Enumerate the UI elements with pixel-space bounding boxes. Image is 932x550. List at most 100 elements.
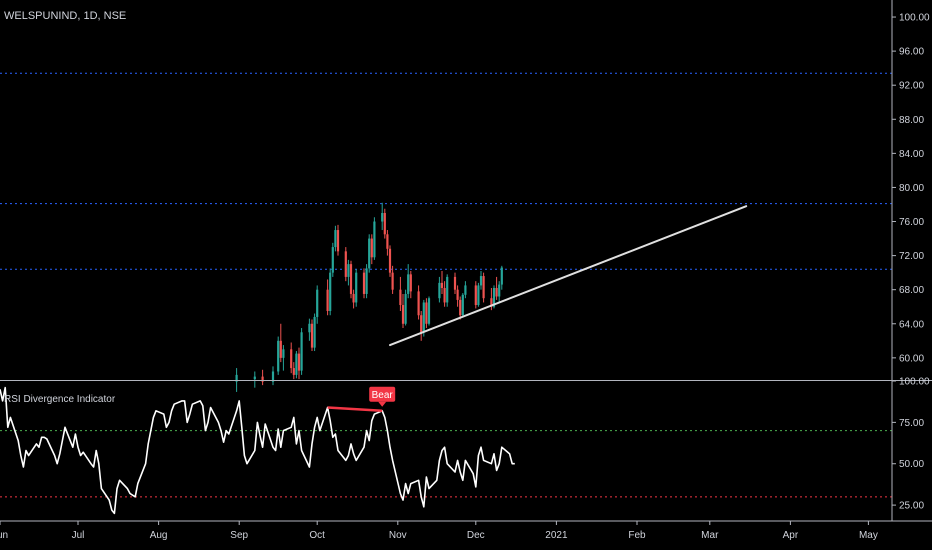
chart-title: WELSPUNIND, 1D, NSE — [4, 10, 127, 22]
candle-body-40 — [409, 274, 412, 292]
candle-body-41 — [417, 291, 420, 316]
candle-body-52 — [459, 299, 462, 316]
price-tick-label-9: 64.00 — [899, 319, 924, 330]
time-tick-label-5: Nov — [389, 530, 407, 541]
time-tick-label-11: May — [859, 530, 878, 541]
candle-body-15 — [316, 289, 319, 317]
candle-body-0 — [235, 374, 238, 382]
time-tick-label-3: Sep — [230, 530, 248, 541]
candle-body-33 — [386, 234, 389, 249]
candle-body-11 — [300, 332, 303, 371]
candle-body-22 — [347, 264, 350, 277]
candle-body-47 — [440, 282, 444, 288]
rsi-series-line — [0, 386, 515, 515]
candle-body-46 — [438, 282, 441, 299]
candle-body-3 — [271, 371, 275, 382]
candle-body-24 — [352, 293, 355, 303]
divergence-label: Bear — [372, 390, 394, 401]
divergence-label-bg — [369, 386, 396, 402]
candle-body-26 — [362, 272, 366, 294]
candle-body-29 — [370, 238, 373, 258]
price-tick-label-8: 68.00 — [899, 285, 924, 296]
rsi-tick-label-1: 75.00 — [899, 418, 924, 429]
candle-body-51 — [456, 289, 459, 300]
candle-body-17 — [329, 272, 332, 311]
candle-body-49 — [446, 276, 449, 303]
candle-body-20 — [336, 230, 340, 252]
time-tick-label-9: Mar — [701, 530, 719, 541]
price-tick-label-0: 100.00 — [899, 13, 930, 24]
candle-body-30 — [373, 221, 376, 258]
candles — [235, 202, 503, 392]
candle-body-34 — [388, 248, 392, 273]
time-tick-label-1: Jul — [72, 530, 85, 541]
trendline — [389, 205, 748, 347]
price-tick-label-10: 60.00 — [899, 353, 924, 364]
time-tick-label-2: Aug — [150, 530, 168, 541]
candle-body-54 — [464, 285, 467, 295]
candle-body-56 — [477, 285, 480, 306]
candle-body-43 — [422, 302, 425, 333]
candle-body-38 — [404, 293, 407, 324]
candle-body-16 — [326, 289, 329, 311]
candle-body-53 — [461, 294, 464, 316]
trendline-layer — [389, 205, 748, 347]
candle-body-23 — [349, 264, 353, 294]
candle-body-58 — [482, 276, 485, 299]
rsi-tick-label-0: 100.00 — [899, 377, 930, 388]
price-levels — [0, 72, 892, 270]
candle-body-55 — [474, 285, 477, 306]
candle-body-57 — [479, 276, 483, 286]
candle-body-25 — [355, 272, 358, 303]
time-tick-label-0: Jun — [0, 530, 8, 541]
price-tick-label-6: 76.00 — [899, 217, 924, 228]
candle-body-19 — [334, 230, 337, 248]
candle-body-10 — [297, 353, 301, 371]
candle-body-12 — [308, 323, 311, 333]
candle-body-21 — [344, 251, 347, 277]
time-tick-label-4: Oct — [309, 530, 325, 541]
rsi-tick-label-2: 50.00 — [899, 459, 924, 470]
candle-body-13 — [310, 323, 314, 348]
candle-body-61 — [495, 287, 498, 297]
divergence-label-pointer — [378, 401, 387, 407]
candle-body-6 — [282, 349, 285, 358]
candle-body-27 — [365, 268, 368, 294]
time-tick-label-10: Apr — [783, 530, 799, 541]
candle-body-1 — [253, 376, 256, 380]
candle-body-36 — [399, 289, 402, 306]
candle-body-31 — [381, 213, 384, 222]
candle-body-18 — [331, 247, 334, 273]
candle-body-4 — [277, 340, 280, 372]
candle-body-42 — [420, 315, 423, 333]
price-tick-label-7: 72.00 — [899, 251, 924, 262]
candle-body-62 — [498, 284, 501, 297]
candle-body-48 — [443, 287, 446, 303]
candle-body-59 — [490, 298, 493, 307]
candle-body-60 — [492, 287, 496, 307]
price-tick-label-2: 92.00 — [899, 81, 924, 92]
price-tick-label-3: 88.00 — [899, 115, 924, 126]
candle-body-7 — [290, 349, 293, 369]
time-tick-label-6: Dec — [467, 530, 485, 541]
time-tick-label-8: Feb — [628, 530, 646, 541]
indicator-title: RSI Divergence Indicator — [4, 394, 116, 405]
candle-body-8 — [292, 368, 295, 375]
time-tick-label-7: 2021 — [545, 530, 568, 541]
candle-body-39 — [407, 274, 410, 294]
candle-body-37 — [401, 305, 405, 324]
candle-body-28 — [368, 238, 371, 269]
candle-body-35 — [391, 272, 394, 290]
price-tick-label-4: 84.00 — [899, 149, 924, 160]
rsi-layer — [0, 386, 515, 515]
candle-body-45 — [427, 298, 431, 324]
candle-body-2 — [261, 376, 264, 382]
candle-body-5 — [279, 340, 282, 358]
candle-body-50 — [453, 276, 457, 290]
candle-body-32 — [383, 213, 386, 235]
price-tick-label-5: 80.00 — [899, 183, 924, 194]
rsi-tick-label-3: 25.00 — [899, 501, 924, 512]
candle-body-63 — [500, 267, 503, 285]
